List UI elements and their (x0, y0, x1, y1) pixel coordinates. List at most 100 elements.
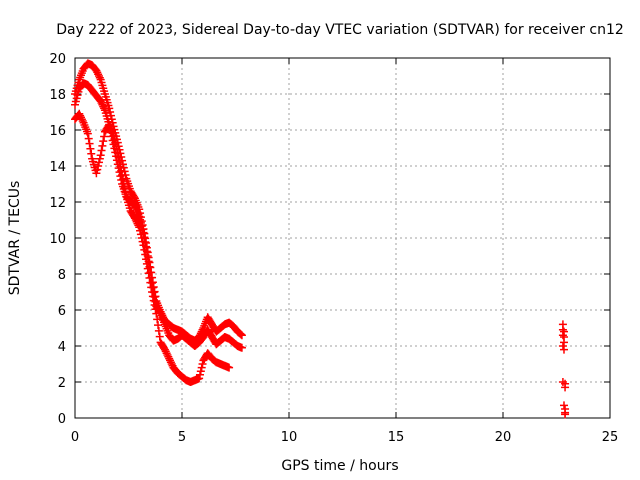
data-point (558, 378, 567, 386)
data-point (76, 113, 85, 122)
data-point (94, 162, 103, 170)
y-tick-label: 16 (49, 124, 66, 139)
data-point (84, 134, 93, 143)
data-point (95, 73, 104, 82)
data-point (116, 162, 125, 171)
data-point (87, 149, 96, 158)
data-point (166, 358, 175, 367)
data-point (92, 66, 101, 75)
data-point (94, 72, 103, 80)
y-tick-label: 6 (58, 304, 66, 319)
data-point (150, 300, 159, 309)
data-point (114, 153, 123, 162)
data-point (98, 141, 107, 150)
data-point (94, 158, 103, 167)
data-point (78, 117, 87, 125)
y-tick-label: 18 (49, 88, 66, 103)
data-point (95, 154, 104, 163)
data-point (132, 217, 141, 226)
data-point (195, 370, 204, 379)
data-point (117, 166, 126, 175)
data-point (225, 363, 234, 372)
data-point (559, 401, 568, 410)
data-point (119, 179, 128, 188)
data-point (160, 345, 169, 354)
data-point (112, 142, 121, 151)
y-tick-label: 20 (49, 52, 66, 67)
data-point (143, 264, 152, 273)
data-point (142, 259, 151, 268)
x-tick-label: 10 (281, 430, 298, 445)
data-point (162, 349, 171, 358)
data-point (154, 321, 163, 330)
data-point (120, 183, 129, 192)
data-point (140, 245, 149, 254)
data-point (144, 269, 153, 278)
y-tick-label: 2 (58, 376, 66, 391)
data-point (118, 175, 127, 184)
y-tick-label: 12 (49, 196, 66, 211)
data-points (71, 59, 570, 419)
data-point (106, 108, 115, 116)
x-axis-title: GPS time / hours (281, 458, 398, 474)
data-point (99, 102, 108, 111)
data-point (98, 100, 107, 109)
data-point (237, 343, 246, 352)
data-point (76, 111, 85, 120)
data-point (121, 188, 130, 197)
data-point (77, 115, 86, 124)
data-point (97, 146, 106, 155)
data-point (99, 137, 108, 146)
data-point (152, 309, 161, 318)
data-point (155, 308, 164, 317)
data-point (134, 221, 143, 230)
data-point (136, 226, 145, 235)
data-point (92, 169, 101, 178)
data-point (154, 326, 163, 335)
data-point (141, 250, 150, 259)
data-point (559, 338, 568, 347)
data-point (94, 70, 103, 79)
data-point (133, 219, 142, 228)
data-point (147, 283, 156, 292)
data-point (118, 171, 127, 179)
data-point (93, 68, 102, 77)
data-point (196, 367, 205, 376)
data-point (198, 360, 207, 368)
data-point (558, 342, 567, 350)
data-point (166, 356, 175, 365)
data-point (561, 410, 570, 419)
data-point (148, 288, 157, 296)
x-tick-label: 20 (495, 430, 512, 445)
data-point (165, 354, 174, 363)
data-point (115, 158, 124, 167)
data-point (149, 296, 158, 305)
data-point (558, 331, 567, 340)
data-point (137, 234, 146, 242)
data-point (164, 352, 173, 361)
data-point (146, 278, 155, 287)
data-point (142, 255, 151, 264)
data-point (86, 144, 95, 153)
data-point (100, 104, 109, 113)
data-point (161, 347, 170, 356)
data-point (130, 192, 139, 201)
data-point (197, 363, 206, 372)
y-tick-label: 8 (58, 268, 66, 283)
data-point (112, 145, 121, 154)
data-point (96, 97, 105, 106)
y-tick-label: 0 (58, 412, 66, 427)
grid-lines (75, 58, 610, 418)
axis-ticks: 0 5 10 15 20 25 0 2 4 6 8 10 12 14 16 18 20 (49, 52, 618, 445)
data-point (153, 315, 162, 324)
data-point (97, 99, 106, 107)
data-point (111, 138, 120, 147)
data-point (136, 230, 145, 239)
data-point (138, 237, 147, 246)
data-point (75, 109, 84, 118)
y-tick-label: 4 (58, 340, 66, 355)
data-point (167, 360, 176, 368)
x-tick-label: 15 (388, 430, 405, 445)
data-point (109, 131, 118, 140)
data-point (110, 135, 119, 143)
